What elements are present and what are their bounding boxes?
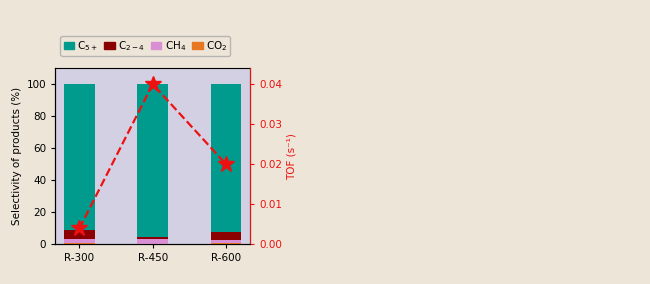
Bar xyxy=(211,84,241,232)
Bar xyxy=(64,230,95,239)
Legend: C$_{5+}$, C$_{2-4}$, CH$_4$, CO$_2$: C$_{5+}$, C$_{2-4}$, CH$_4$, CO$_2$ xyxy=(60,36,230,56)
Bar xyxy=(137,84,168,237)
Bar xyxy=(64,239,95,243)
Bar xyxy=(211,232,241,240)
Bar xyxy=(211,240,241,243)
Bar xyxy=(137,239,168,244)
Y-axis label: Selectivity of products (%): Selectivity of products (%) xyxy=(12,87,23,225)
Bar xyxy=(137,237,168,239)
Bar xyxy=(64,243,95,244)
Bar xyxy=(64,84,95,230)
Bar xyxy=(211,243,241,244)
Y-axis label: TOF (s⁻¹): TOF (s⁻¹) xyxy=(287,133,296,180)
